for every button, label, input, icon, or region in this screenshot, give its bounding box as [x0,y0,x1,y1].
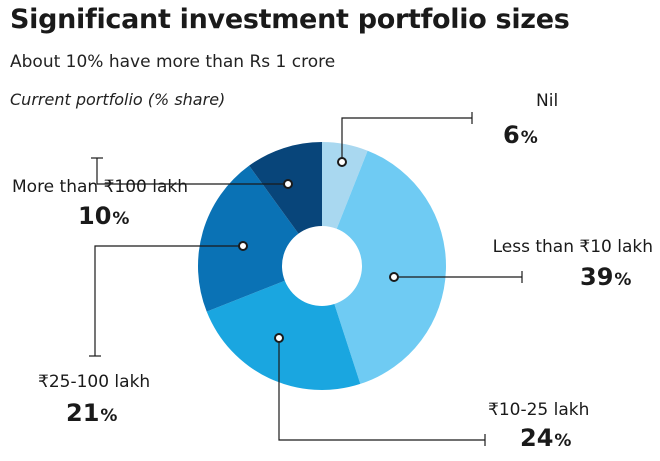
leader-line-25-100-lakh [94,245,243,356]
leader-line-more-than-100-lakh [96,158,288,185]
slice-value-less-than-10-lakh: 39% [580,263,631,291]
leader-dot-10-25-lakh [274,333,284,343]
slice-nil [322,142,368,229]
leader-dot-25-100-lakh [238,241,248,251]
slice-label-nil: Nil [536,91,558,111]
chart-title: Significant investment portfolio sizes [10,4,570,35]
slice-value-25-100-lakh: 21% [66,399,117,427]
slice-less-than-10-lakh [334,150,446,384]
leader-line-10-25-lakh [278,338,485,441]
slice-value-more-than-100-lakh: 10% [78,202,129,230]
leader-line-nil [341,117,472,162]
slice-25-100-lakh [198,165,299,312]
slice-label-25-100-lakh: ₹25-100 lakh [38,372,150,392]
chart-subtitle: About 10% have more than Rs 1 crore [10,52,336,72]
slice-label-10-25-lakh: ₹10-25 lakh [488,400,589,420]
leader-dot-less-than-10-lakh [389,272,399,282]
slice-value-10-25-lakh: 24% [520,424,571,452]
slice-label-more-than-100-lakh: More than ₹100 lakh [12,177,188,197]
leader-dot-nil [337,157,347,167]
chart-note: Current portfolio (% share) [10,90,226,109]
leader-dot-more-than-100-lakh [283,179,293,189]
slice-10-25-lakh [206,280,361,390]
slice-label-less-than-10-lakh: Less than ₹10 lakh [493,237,653,257]
slice-value-nil: 6% [503,121,538,149]
